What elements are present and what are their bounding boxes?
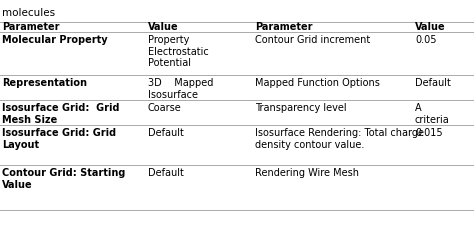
Text: Value: Value [148, 22, 179, 32]
Text: 0.05: 0.05 [415, 35, 437, 45]
Text: Value: Value [415, 22, 446, 32]
Text: Rendering Wire Mesh: Rendering Wire Mesh [255, 168, 359, 178]
Text: Transparency level: Transparency level [255, 103, 346, 113]
Text: Parameter: Parameter [255, 22, 312, 32]
Text: Default: Default [148, 128, 184, 138]
Text: Parameter: Parameter [2, 22, 60, 32]
Text: Property
Electrostatic
Potential: Property Electrostatic Potential [148, 35, 209, 68]
Text: molecules: molecules [2, 8, 55, 18]
Text: A
criteria: A criteria [415, 103, 450, 125]
Text: 3D    Mapped
Isosurface: 3D Mapped Isosurface [148, 78, 213, 100]
Text: Coarse: Coarse [148, 103, 182, 113]
Text: Molecular Property: Molecular Property [2, 35, 108, 45]
Text: Representation: Representation [2, 78, 87, 88]
Text: Isosurface Grid: Grid
Layout: Isosurface Grid: Grid Layout [2, 128, 116, 150]
Text: 0.015: 0.015 [415, 128, 443, 138]
Text: Isosurface Rendering: Total charge
density contour value.: Isosurface Rendering: Total charge densi… [255, 128, 424, 150]
Text: Contour Grid: Starting
Value: Contour Grid: Starting Value [2, 168, 126, 190]
Text: Default: Default [148, 168, 184, 178]
Text: Isosurface Grid:  Grid
Mesh Size: Isosurface Grid: Grid Mesh Size [2, 103, 119, 125]
Text: Mapped Function Options: Mapped Function Options [255, 78, 380, 88]
Text: Contour Grid increment: Contour Grid increment [255, 35, 370, 45]
Text: Default: Default [415, 78, 451, 88]
